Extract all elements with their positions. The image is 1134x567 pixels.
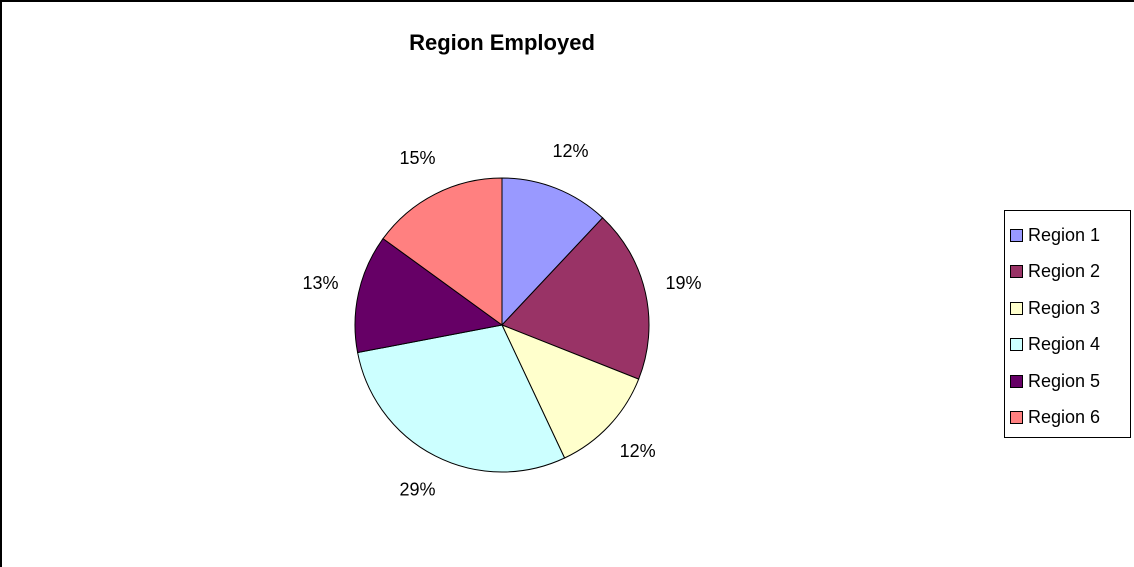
legend-item-region-2: Region 2 bbox=[1005, 254, 1130, 291]
legend-item-region-4: Region 4 bbox=[1005, 327, 1130, 364]
legend-item-region-6: Region 6 bbox=[1005, 400, 1130, 437]
slice-label-2: 19% bbox=[666, 273, 702, 293]
legend-swatch bbox=[1010, 265, 1023, 279]
legend-item-region-1: Region 1 bbox=[1005, 217, 1130, 254]
legend-item-region-5: Region 5 bbox=[1005, 363, 1130, 400]
legend-swatch bbox=[1010, 338, 1023, 352]
slice-label-3: 12% bbox=[620, 441, 656, 461]
slice-label-5: 13% bbox=[302, 273, 338, 293]
legend: Region 1 Region 2 Region 3 Region 4 Region 5… bbox=[1004, 210, 1131, 438]
legend-label: Region 3 bbox=[1028, 297, 1101, 318]
slice-label-6: 15% bbox=[400, 148, 436, 168]
slice-label-1: 12% bbox=[552, 141, 588, 161]
pie-slice-2 bbox=[501, 217, 650, 380]
legend-item-region-3: Region 3 bbox=[1005, 290, 1130, 327]
pie-slice-6 bbox=[382, 177, 503, 326]
legend-label: Region 1 bbox=[1028, 224, 1101, 245]
pie-slice-1 bbox=[501, 177, 604, 327]
pie-slice-5 bbox=[354, 237, 504, 354]
legend-label: Region 6 bbox=[1028, 407, 1101, 428]
slice-label-4: 29% bbox=[400, 479, 436, 499]
pie-chart: 12% 19% 12% 29% 13% 15% bbox=[302, 141, 702, 500]
legend-label: Region 5 bbox=[1028, 370, 1101, 391]
legend-label: Region 4 bbox=[1028, 334, 1101, 355]
legend-swatch bbox=[1010, 374, 1023, 388]
pie-slice-3 bbox=[501, 324, 640, 459]
legend-label: Region 2 bbox=[1028, 261, 1101, 282]
pie-slice-4 bbox=[357, 324, 566, 473]
chart-title: Region Employed bbox=[409, 30, 595, 55]
legend-swatch bbox=[1010, 301, 1023, 315]
legend-swatch bbox=[1010, 228, 1023, 242]
legend-swatch bbox=[1010, 411, 1023, 425]
